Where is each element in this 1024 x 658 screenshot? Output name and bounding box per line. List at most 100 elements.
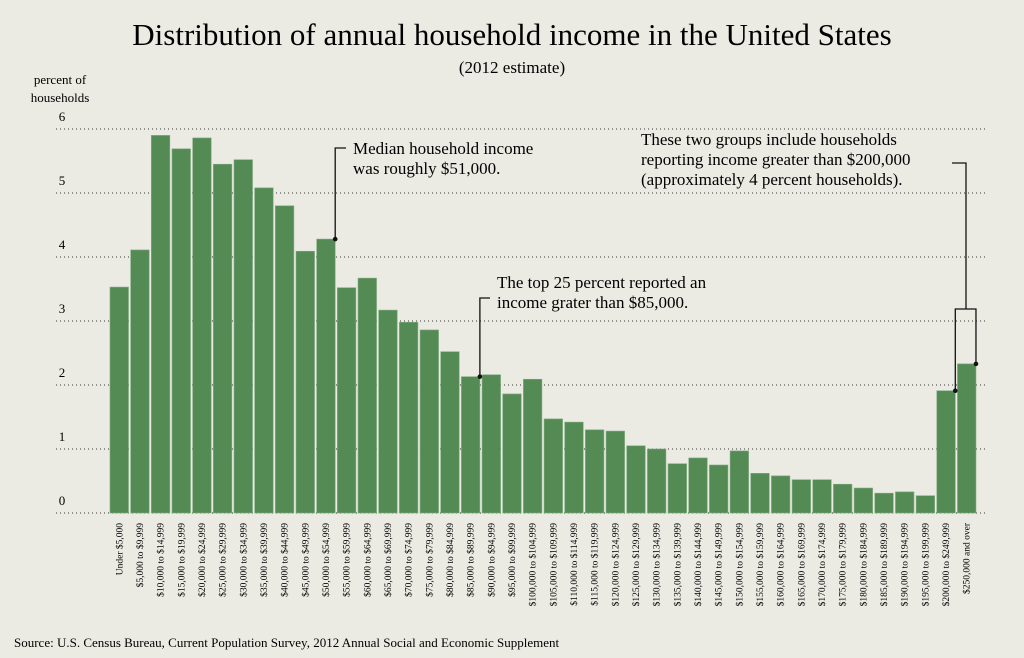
bar [502, 393, 522, 514]
bar [523, 378, 543, 514]
high-income-annotation: (approximately 4 percent households). [641, 170, 903, 189]
x-tick-label: $145,000 to $149,999 [714, 523, 725, 607]
top25-annotation: income grater than $85,000. [497, 293, 688, 312]
bar [378, 309, 398, 514]
bar [874, 492, 894, 514]
bar [895, 491, 915, 514]
bar [750, 473, 770, 514]
x-tick-label: $95,000 to $99,999 [507, 523, 518, 597]
x-tick-label: $35,000 to $39,999 [259, 523, 270, 597]
y-tick-label: 5 [59, 173, 66, 188]
bar [419, 329, 439, 514]
x-tick-label: $15,000 to $19,999 [176, 523, 187, 597]
x-tick-label: $180,000 to $184,999 [858, 523, 869, 607]
bar [605, 430, 625, 514]
y-tick-label: 6 [59, 109, 66, 124]
bar [688, 457, 708, 514]
bar [357, 277, 377, 514]
bar [915, 495, 935, 514]
bar [316, 238, 336, 514]
x-tick-label: $60,000 to $64,999 [362, 523, 373, 597]
annotation-dot [973, 361, 979, 367]
x-tick-label: $160,000 to $164,999 [776, 523, 787, 607]
x-tick-label: $30,000 to $34,999 [238, 523, 249, 597]
bar [481, 374, 501, 514]
bar [130, 249, 150, 514]
bar [295, 250, 315, 514]
x-tick-label: $100,000 to $104,999 [528, 523, 539, 607]
bar [729, 450, 749, 514]
bar [543, 418, 563, 514]
y-tick-label: 3 [59, 301, 66, 316]
x-tick-label: $50,000 to $54,999 [321, 523, 332, 597]
x-tick-label: $20,000 to $24,999 [197, 523, 208, 597]
x-tick-label: $130,000 to $134,999 [652, 523, 663, 607]
median-leader-line [334, 147, 346, 240]
bar [151, 135, 171, 514]
x-tick-label: $70,000 to $74,999 [404, 523, 415, 597]
x-tick-label: $140,000 to $144,999 [693, 523, 704, 607]
bar [936, 390, 956, 514]
bar [275, 205, 295, 514]
bar [853, 487, 873, 514]
bar [399, 321, 419, 514]
x-tick-label: $25,000 to $29,999 [218, 523, 229, 597]
bar [564, 421, 584, 514]
high-income-annotation: These two groups include households [641, 130, 897, 149]
y-tick-label: 1 [59, 429, 66, 444]
x-tick-label: $175,000 to $179,999 [838, 523, 849, 607]
x-tick-label: $135,000 to $139,999 [672, 523, 683, 607]
bar [233, 159, 253, 514]
annotation-dot [332, 236, 338, 242]
x-tick-label: $185,000 to $189,999 [879, 523, 890, 607]
bar [171, 148, 191, 514]
x-tick-label: $90,000 to $94,999 [486, 523, 497, 597]
chart-subtitle: (2012 estimate) [459, 58, 565, 77]
y-tick-label: 4 [59, 237, 66, 252]
bar [626, 445, 646, 514]
bar [213, 163, 233, 514]
x-tick-label: $105,000 to $109,999 [548, 523, 559, 607]
chart-title: Distribution of annual household income … [132, 17, 891, 52]
x-tick-label: $125,000 to $129,999 [631, 523, 642, 607]
bar [667, 463, 687, 514]
top25-annotation: The top 25 percent reported an [497, 273, 707, 292]
bar [957, 363, 977, 514]
x-tick-label: $65,000 to $69,999 [383, 523, 394, 597]
bar [771, 475, 791, 514]
x-tick-label: Under $5,000 [114, 523, 125, 575]
x-tick-label: $45,000 to $49,999 [300, 523, 311, 597]
x-tick-label: $190,000 to $194,999 [900, 523, 911, 607]
bar [337, 287, 357, 514]
y-tick-label: 2 [59, 365, 66, 380]
bar [709, 464, 729, 514]
high-income-annotation: reporting income greater than $200,000 [641, 150, 911, 169]
bar [791, 479, 811, 514]
bar [440, 351, 460, 514]
top25-leader-line [479, 297, 490, 377]
x-tick-label: $195,000 to $199,999 [920, 523, 931, 607]
x-tick-label: $115,000 to $119,999 [590, 523, 601, 606]
x-tick-label: $85,000 to $89,999 [466, 523, 477, 597]
bar [254, 187, 274, 514]
bar [812, 479, 832, 514]
median-annotation: Median household income [353, 139, 533, 158]
x-tick-label: $10,000 to $14,999 [156, 523, 167, 597]
bar [109, 286, 129, 514]
bar [585, 429, 605, 514]
bar [461, 376, 481, 514]
x-tick-label: $75,000 to $79,999 [424, 523, 435, 597]
high-income-leader-line [952, 162, 967, 309]
x-tick-label: $80,000 to $84,999 [445, 523, 456, 597]
y-axis-label-line-1: percent of [34, 72, 87, 87]
median-annotation: was roughly $51,000. [353, 159, 500, 178]
x-tick-label: $250,000 and over [962, 522, 973, 594]
x-tick-label: $40,000 to $44,999 [280, 523, 291, 597]
y-tick-label: 0 [59, 493, 66, 508]
bar [833, 483, 853, 514]
bar [647, 448, 667, 514]
x-tick-label: $155,000 to $159,999 [755, 523, 766, 607]
bar [192, 137, 212, 514]
x-tick-label: $165,000 to $169,999 [796, 523, 807, 607]
